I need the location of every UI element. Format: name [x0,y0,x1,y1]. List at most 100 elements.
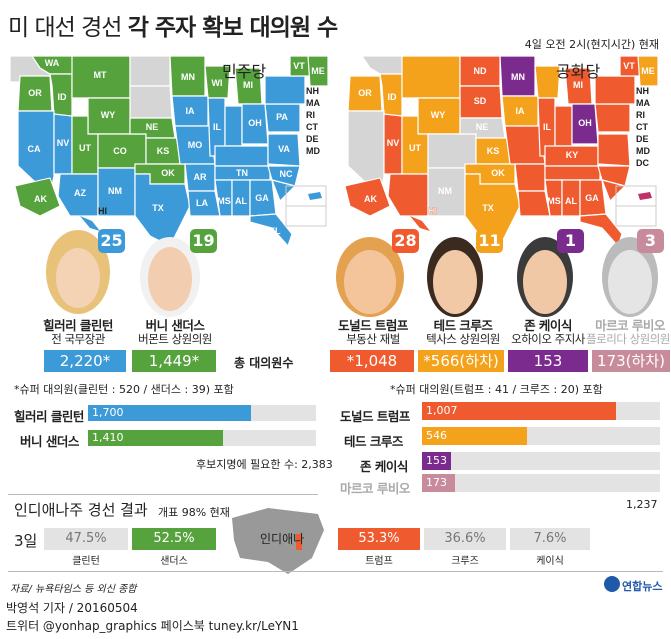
state-label-mt: MT [94,70,107,80]
indiana-sanders-pct: 52.5% [132,528,216,550]
clinton-role: 전 국무장관 [51,332,105,346]
state-label-wy: WY [431,110,446,120]
indiana-trump-pct: 53.3% [338,528,420,550]
sanders-bar-track: 1,410 [88,430,316,446]
state-label-ak: AK [34,194,47,204]
state-label-ms: MS [547,196,561,206]
indiana-title: 인디애나주 경선 결과 [14,501,148,519]
clinton-name: 힐러리 클린턴 [43,318,113,333]
state-label-al: AL [565,196,577,206]
state-wi-shape [534,65,561,99]
state-label-mi: MI [243,80,253,90]
indiana-trump-label: 트럼프 [365,556,393,567]
indiana-clinton-pct: 47.5% [44,528,128,550]
state-label-ct: CT [306,122,318,132]
trump-bar-track: 1,007 [422,402,660,420]
yonhap-logo-icon [604,576,620,592]
state-az-shape [57,173,99,217]
state-ar-shape [514,163,546,192]
indiana-subtitle: 개표 98% 현재 [158,506,230,519]
cruz-bar: 546 [422,427,528,445]
state-label-ak: AK [364,194,377,204]
state-label-pa: PA [276,112,288,122]
kasich-bar: 153 [422,452,452,470]
candidate-portraits [46,230,658,317]
puerto-rico-shape [638,192,652,200]
state-sc-shape [601,179,627,203]
indiana-map-icon [232,508,324,574]
state-wi-shape [204,65,231,99]
kasich-bar-track: 153 [422,452,660,470]
cruz-name: 테드 크루즈 [433,318,493,333]
state-tn-shape [544,165,601,181]
state-label-wy: WY [101,110,116,120]
state-in-shape [554,105,573,147]
sanders-name: 버니 샌더스 [145,318,205,333]
state-label-nv: NV [387,138,400,148]
indiana-sanders-label: 샌더스 [160,556,188,567]
state-label-il: IL [543,122,552,132]
source-note: 자료/ 뉴욕타임스 등 외신 종합 [10,584,137,595]
state-label-hi: HI [98,206,107,216]
state-label-ga: GA [585,193,599,203]
indiana-cruz-label: 크루즈 [451,556,479,567]
state-hi-shape [410,216,430,231]
state-label-vt: VT [623,61,635,71]
trump-role: 부동산 재벌 [346,332,400,346]
state-label-or: OR [28,88,42,98]
trump-portrait [336,237,404,317]
party-label-dem: 민주당 [222,62,267,81]
indiana-kasich-pct: 7.6% [510,528,590,550]
cruz-wins-badge: 11 [476,229,503,253]
state-label-md: MD [636,146,650,156]
state-label-sd: SD [474,96,487,106]
state-la-shape [517,190,551,217]
state-hi-shape [80,216,100,231]
state-label-tx: TX [482,203,494,213]
kasich-total: 153 [508,350,588,372]
state-label-ky: KY [566,150,579,160]
state-label-ca: CA [28,144,41,154]
state-ak-shape [344,177,391,217]
indiana-kasich-label: 케이식 [536,556,564,567]
state-label-tx: TX [152,203,164,213]
state-label-nh: NH [636,86,649,96]
state-label-id: ID [388,92,398,102]
state-label-ks: KS [157,146,170,156]
state-va-shape [597,133,631,167]
sns-credit: 트위터 @yonhap_graphics 페이스북 tuney.kr/LeYN1 [6,619,299,633]
rep-superdelegate-note: *슈퍼 대의원(트럼프 : 41 / 크루즈 : 20) 포함 [390,383,603,396]
indiana-clinton-label: 클린턴 [72,556,100,567]
rubio-total: 173(하차) [592,350,670,372]
state-label-nm: NM [438,186,452,196]
state-label-hi: HI [428,206,437,216]
state-ak-shape [14,177,61,217]
state-label-ok: OK [161,168,175,178]
state-label-id: ID [58,92,68,102]
clinton-total: 2,220* [44,350,126,372]
total-delegates-label: 총 대의원수 [234,356,294,370]
state-pa-shape [594,103,631,133]
state-sd-shape [129,85,173,119]
rubio-bar-label: 마르코 루비오 [340,481,410,496]
rubio-bar-track: 173 [422,474,660,492]
state-label-il: IL [213,122,222,132]
state-label-ne: NE [476,122,489,132]
sanders-bar: 1,410 [88,430,223,446]
state-mt-shape [401,55,461,99]
trump-wins-badge: 28 [392,229,419,253]
state-label-nc: NC [280,169,293,179]
indiana-state-label: 인디애나 [260,532,305,546]
clinton-wins-badge: 25 [98,229,125,253]
kasich-bar-label: 존 케이식 [360,459,408,474]
state-label-ks: KS [487,146,500,156]
state-label-de: DE [636,134,649,144]
state-label-tn: TN [236,168,248,178]
democratic-map: WA MT ID WY OR NV UT CO CA AZ NM NE KS O… [9,55,330,248]
cruz-total: *566(하차) [418,350,504,372]
territory-box [285,205,327,227]
state-label-fl: FL [270,226,281,236]
state-label-de: DE [306,134,319,144]
state-label-nd: ND [474,66,487,76]
state-label-ut: UT [79,143,91,153]
